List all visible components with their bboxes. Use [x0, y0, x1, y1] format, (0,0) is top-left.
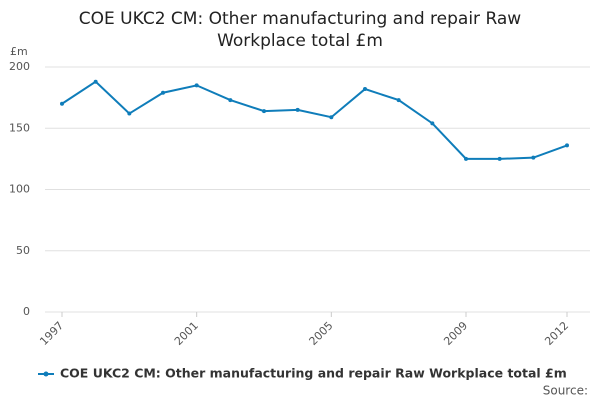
- point: [497, 156, 502, 161]
- y-tick-label: 200: [9, 60, 30, 73]
- point: [329, 115, 334, 120]
- point: [60, 101, 64, 106]
- source: Source:: [543, 384, 588, 398]
- y-axis-label: £m: [10, 45, 28, 58]
- point: [295, 107, 300, 112]
- point: [430, 121, 435, 126]
- point: [93, 79, 98, 84]
- point: [262, 109, 266, 114]
- x-tick-label: 2009: [441, 319, 470, 348]
- x-tick-label: 2012: [542, 319, 571, 348]
- point: [396, 98, 401, 103]
- x-tick-label: 2001: [172, 319, 201, 348]
- chart-title: COE UKC2 CM: Other manufacturing and rep…: [78, 9, 522, 51]
- y-tick-label: 0: [23, 305, 30, 318]
- point: [531, 155, 536, 160]
- y-tick-label: 50: [16, 244, 30, 257]
- y-tick-label: 100: [9, 183, 30, 196]
- x-tick-label: 1997: [37, 319, 66, 348]
- point: [127, 111, 132, 116]
- point: [464, 156, 468, 161]
- point: [228, 98, 233, 103]
- y-tick-label: 150: [9, 121, 30, 134]
- legend-label: COE UKC2 CM: Other manufacturing and rep…: [60, 366, 567, 381]
- point: [194, 83, 199, 88]
- point: [363, 87, 367, 92]
- point: [565, 143, 569, 148]
- legend-marker: [43, 371, 49, 377]
- line: [61, 80, 568, 160]
- x-tick-label: 2005: [307, 319, 336, 348]
- point: [161, 90, 165, 95]
